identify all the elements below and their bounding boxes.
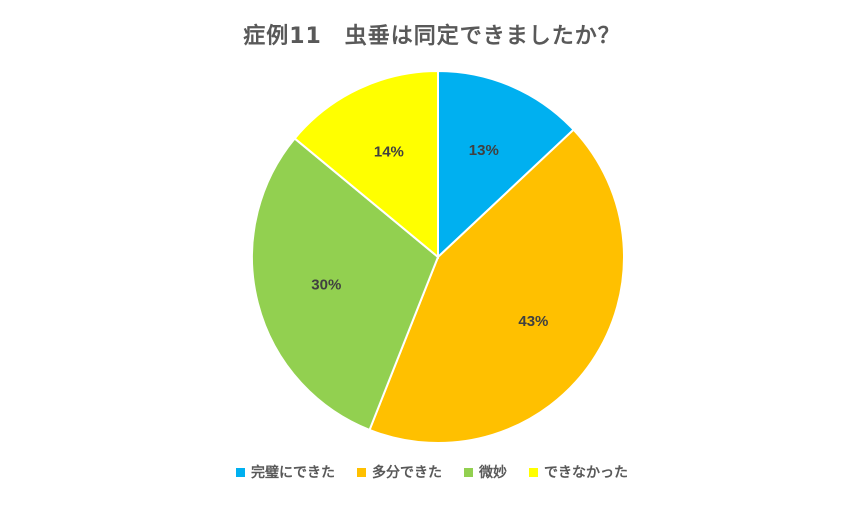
data-label-failed: 14% [374, 144, 404, 161]
legend: 完璧にできた 多分できた 微妙 できなかった [0, 462, 864, 482]
legend-item-failed: できなかった [529, 462, 628, 482]
data-label-probably: 43% [518, 313, 548, 330]
legend-swatch-uncertain [464, 467, 473, 477]
legend-item-perfect: 完璧にできた [236, 462, 335, 482]
legend-label-uncertain: 微妙 [479, 465, 507, 481]
pie-slice-probably [368, 128, 625, 444]
data-label-perfect: 13% [469, 142, 499, 159]
pie-slice-perfect [437, 69, 576, 260]
legend-label-probably: 多分できた [372, 465, 442, 481]
legend-label-perfect: 完璧にできた [251, 465, 335, 481]
legend-swatch-perfect [236, 467, 245, 477]
legend-swatch-probably [357, 467, 366, 477]
legend-label-failed: できなかった [544, 465, 628, 481]
legend-item-uncertain: 微妙 [464, 462, 507, 482]
pie-slice-failed [293, 69, 439, 260]
chart-title: 症例11 虫垂は同定できましたか？ [243, 24, 621, 49]
legend-item-probably: 多分できた [357, 462, 442, 482]
legend-swatch-failed [529, 467, 538, 477]
pie-slice-uncertain [251, 137, 440, 432]
data-label-uncertain: 30% [311, 277, 341, 294]
